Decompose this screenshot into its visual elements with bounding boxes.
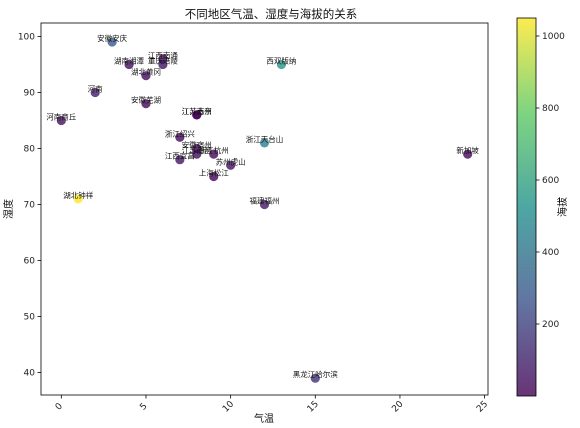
data-point (276, 59, 287, 70)
y-axis-title: 湿度 (2, 199, 15, 219)
point-label: 湖南湘潭 (114, 55, 144, 65)
point-label: 河南 (88, 83, 103, 93)
data-point (463, 149, 473, 159)
y-axis: 40 50 60 70 80 90 100 (18, 32, 41, 379)
point-label: 新加坡 (456, 145, 479, 155)
point-label: 福建福州 (250, 196, 280, 206)
chart-title: 不同地区气温、湿度与海拔的关系 (185, 7, 358, 21)
y-tick-label: 100 (18, 32, 35, 42)
plot-area-frame (40, 22, 489, 396)
point-label: 湖北钟祥 (63, 190, 93, 200)
x-axis: 0 5 10 15 20 25 (54, 395, 490, 415)
point-label: 西双版纳 (266, 55, 296, 65)
data-point (90, 87, 100, 98)
colorbar-title: 海拔 (556, 197, 569, 217)
point-label: 江西宜昌 (165, 151, 195, 161)
point-label: 江苏苏州 (182, 106, 212, 116)
point-label: 江西南通 (148, 50, 178, 60)
data-point (141, 71, 151, 81)
data-point (209, 171, 219, 182)
data-point (226, 160, 236, 170)
points-layer (56, 37, 473, 383)
y-tick-label: 90 (24, 88, 36, 98)
point-label: 黑龙江哈尔滨 (293, 369, 338, 379)
point-label: 河南商丘 (46, 111, 76, 121)
point-label: 安徽宿州 (182, 139, 212, 149)
data-point (209, 149, 219, 159)
data-point (175, 132, 185, 142)
data-point (259, 138, 270, 148)
data-point (259, 199, 270, 210)
colorbar-tick-label: 1000 (542, 32, 565, 42)
y-tick-label: 50 (24, 313, 36, 323)
x-tick-label: 20 (390, 399, 405, 414)
point-label: 浙江绍兴 (165, 128, 195, 138)
colorbar-tick-label: 600 (542, 176, 559, 186)
x-tick-label: 0 (54, 401, 65, 412)
colorbar-tick-label: 200 (542, 320, 559, 330)
point-label: 安徽安庆 (97, 33, 127, 43)
point-label: 安徽芜湖 (131, 95, 161, 105)
colorbar (516, 17, 537, 397)
y-tick-label: 70 (24, 201, 36, 211)
x-tick-label: 10 (221, 399, 236, 414)
point-label: 浙江天台山 (246, 134, 284, 144)
y-tick-label: 60 (24, 257, 36, 267)
data-point (107, 37, 117, 47)
colorbar-tick-label: 400 (542, 248, 559, 258)
point-label: 江苏南昌 (182, 145, 212, 155)
y-tick-label: 80 (24, 144, 36, 154)
data-point (141, 99, 151, 109)
colorbar-ticks: 200 400 600 800 1000 (536, 32, 565, 330)
data-point (175, 155, 185, 165)
y-tick-label: 40 (24, 369, 36, 379)
point-label: 湖北黄冈 (131, 67, 161, 77)
x-axis-title: 气温 (254, 412, 274, 425)
data-point (310, 373, 320, 383)
point-label: 浙江杭州 (199, 145, 229, 155)
point-label: 江苏南京 (182, 106, 212, 116)
point-label: 重庆涪陵 (148, 55, 178, 65)
data-point (192, 149, 202, 159)
x-tick-label: 25 (475, 399, 490, 414)
data-point (158, 59, 168, 70)
colorbar-tick-label: 800 (542, 104, 559, 114)
data-point (73, 194, 83, 204)
point-label: 上海松江 (199, 168, 229, 178)
x-tick-label: 5 (138, 401, 149, 412)
point-label: 苏州虎山 (216, 156, 246, 166)
data-point (124, 59, 134, 70)
data-point (56, 115, 66, 126)
x-tick-label: 15 (306, 399, 321, 414)
data-point (192, 110, 202, 120)
